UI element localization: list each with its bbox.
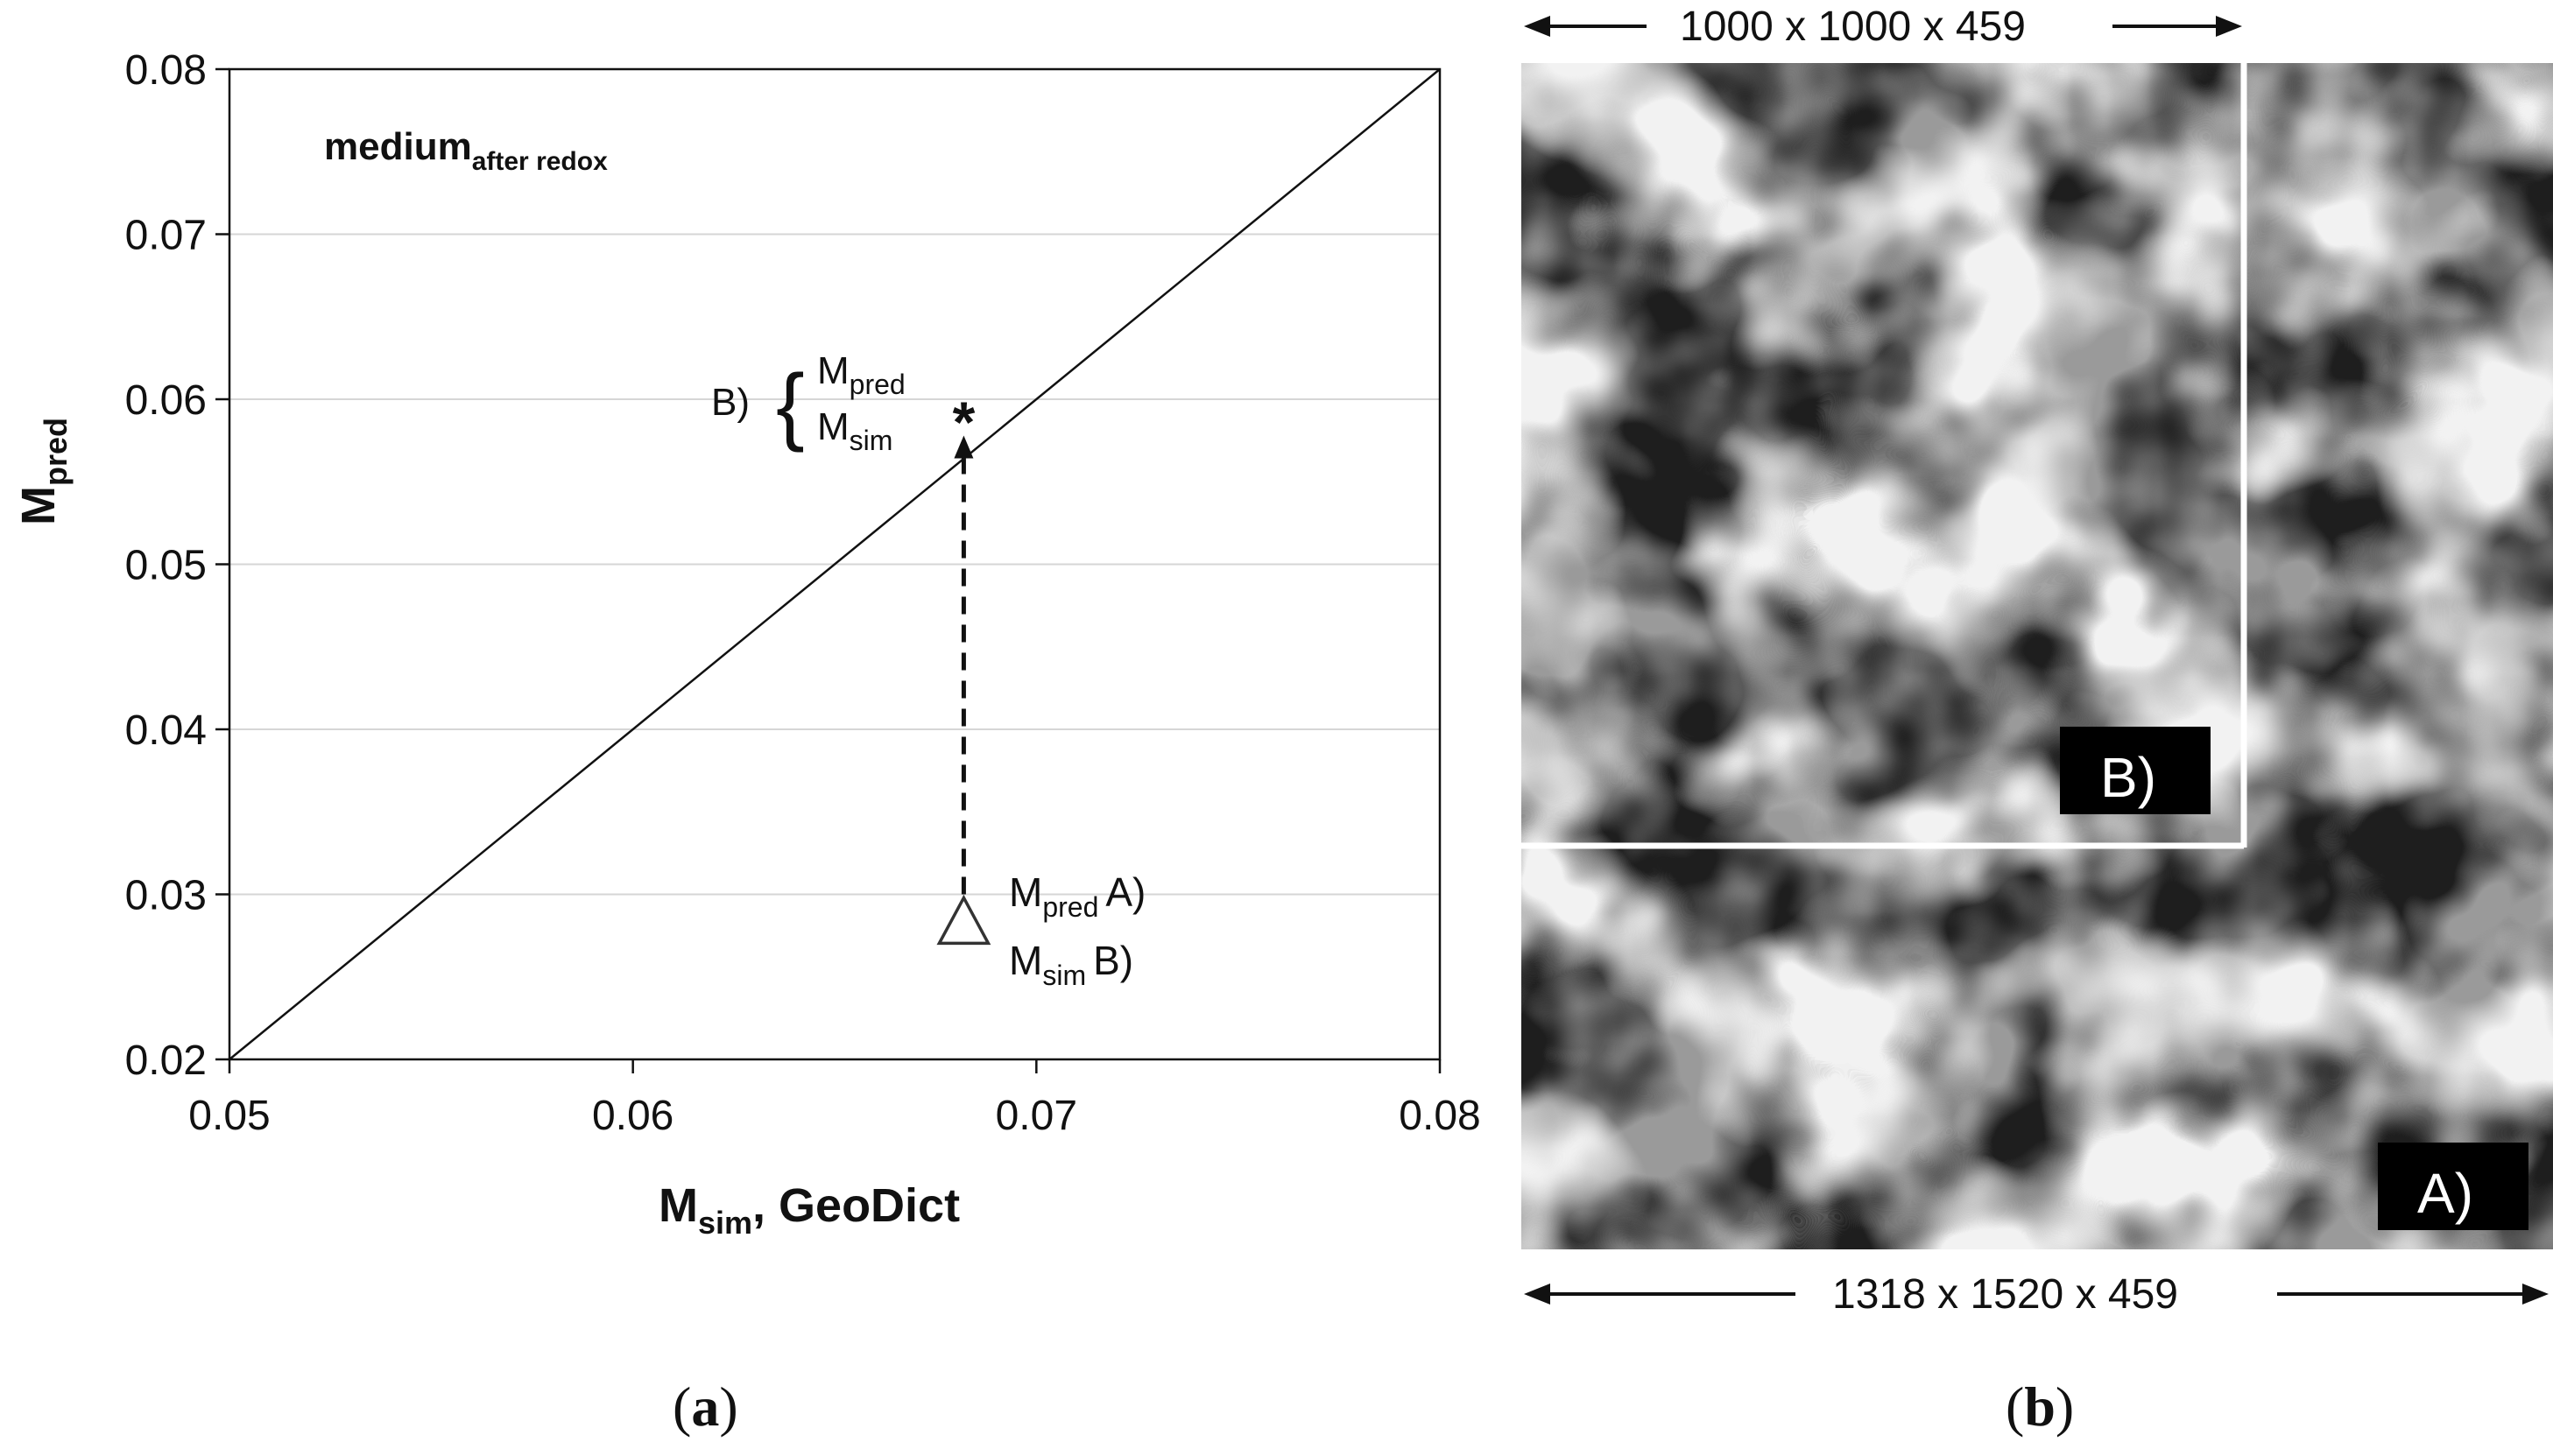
svg-text:B): B) — [711, 381, 750, 424]
point-a-triangle — [936, 894, 991, 946]
y-tick-label: 0.04 — [125, 707, 207, 754]
caption-a: (a) — [673, 1375, 738, 1438]
y-axis-title: Mpred — [12, 418, 74, 525]
label-a-box — [2378, 1143, 2528, 1230]
annotation-a: Mpred A) Msim B) — [1009, 869, 1146, 991]
label-b: B) — [2100, 746, 2156, 809]
chart-title: mediumafter redox — [324, 125, 608, 176]
label-b-box — [2060, 727, 2211, 814]
microstructure-image — [1521, 63, 2553, 1249]
data-points: * — [936, 390, 991, 946]
y-tick-label: 0.02 — [125, 1037, 207, 1084]
x-axis-title: Msim, GeoDict — [659, 1179, 960, 1241]
svg-text:Msim: Msim — [817, 405, 892, 456]
label-a: A) — [2417, 1162, 2473, 1225]
point-b-asterisk: * — [953, 390, 976, 454]
x-tick-label: 0.06 — [592, 1093, 674, 1139]
dimension-arrow-bottom: 1318 x 1520 x 459 — [1524, 1271, 2549, 1318]
y-axis-ticks: 0.02 0.03 0.04 0.05 0.06 0.07 0.08 — [125, 47, 229, 1084]
x-tick-label: 0.05 — [188, 1093, 270, 1139]
dimension-label-top: 1000 x 1000 x 459 — [1680, 4, 2026, 50]
x-axis-ticks: 0.05 0.06 0.07 0.08 — [188, 1059, 1481, 1139]
x-tick-label: 0.08 — [1399, 1093, 1480, 1139]
y-tick-label: 0.08 — [125, 47, 207, 94]
arrow-head — [954, 435, 974, 459]
dimension-arrow-top: 1000 x 1000 x 459 — [1524, 4, 2242, 50]
annotation-b: B) { Mpred Msim — [711, 349, 906, 456]
y-tick-label: 0.05 — [125, 543, 207, 589]
x-tick-label: 0.07 — [996, 1093, 1077, 1139]
chart-panel-a: 0.020.030.040.050.060.070.08 0.05 0.06 0.0… — [12, 47, 1481, 1241]
dimension-label-bottom: 1318 x 1520 x 459 — [1832, 1271, 2178, 1318]
svg-text:Mpred: Mpred — [817, 349, 906, 400]
identity-line — [229, 68, 1441, 1060]
y-tick-label: 0.07 — [125, 213, 207, 259]
caption-b: (b) — [2006, 1375, 2075, 1438]
y-tick-label: 0.03 — [125, 873, 207, 919]
svg-text:{: { — [776, 356, 805, 453]
y-tick-label: 0.06 — [125, 377, 207, 424]
